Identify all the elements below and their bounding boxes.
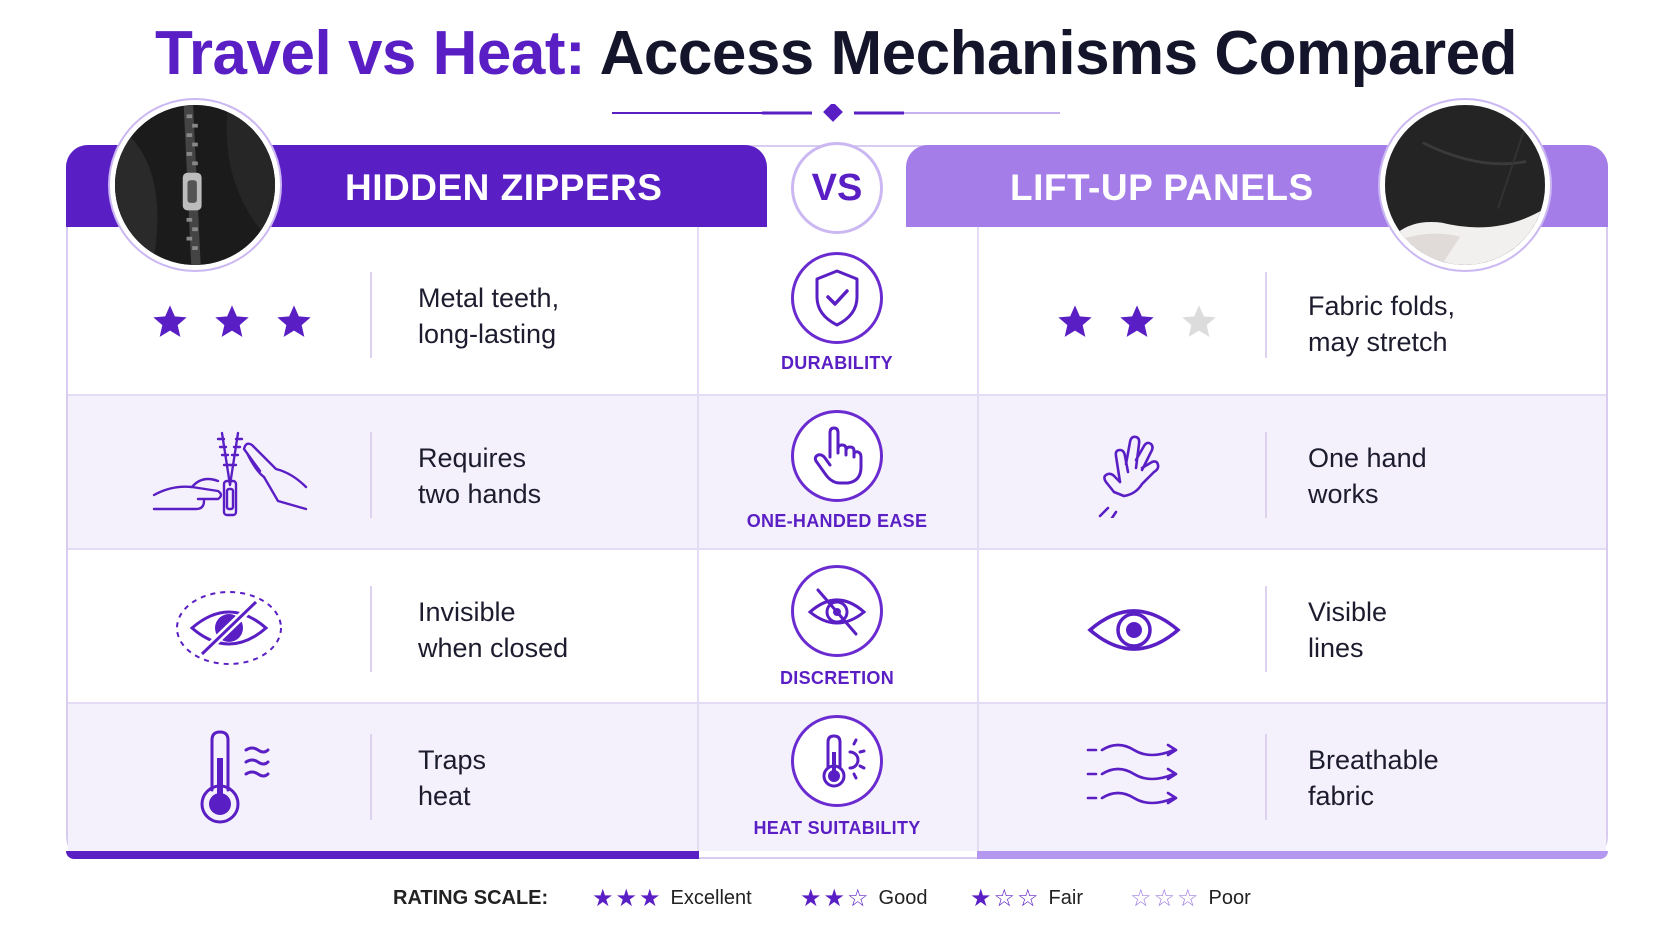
title-divider — [612, 104, 1060, 122]
cell-separator — [370, 432, 372, 518]
criterion-discretion-label: DISCRETION — [779, 668, 894, 688]
cell-separator — [1265, 586, 1267, 672]
right-one-handed-text: One hand works — [1308, 443, 1427, 509]
thermometer-sun-icon — [822, 734, 866, 788]
legend-stars: ★★☆ — [800, 885, 871, 912]
column-divider — [697, 227, 699, 851]
legend-text: Excellent — [670, 887, 752, 909]
eye-slash-icon — [807, 588, 867, 636]
criterion-one-handed-label: ONE-HANDED EASE — [746, 511, 928, 531]
left-durability-text: Metal teeth, long-lasting — [418, 283, 560, 349]
legend-text: Poor — [1208, 887, 1251, 909]
vs-label: VS — [811, 166, 863, 209]
right-accent-bar — [977, 851, 1608, 859]
criterion-heat-badge — [791, 715, 883, 807]
criterion-durability-badge — [791, 252, 883, 344]
zipper-photo — [110, 100, 280, 270]
pointing-hand-icon — [813, 426, 863, 485]
panel-photo — [1380, 100, 1550, 270]
right-durability-rating — [1055, 302, 1219, 342]
row-divider — [68, 548, 1606, 550]
airflow-icon — [1084, 740, 1184, 810]
legend-item-excellent: ★★★ Excellent — [592, 884, 752, 913]
row-divider — [68, 394, 1606, 396]
thermometer-heat-icon — [198, 730, 272, 826]
eye-icon — [1086, 598, 1182, 662]
one-hand-icon — [1092, 428, 1168, 518]
cell-separator — [1265, 272, 1267, 358]
criterion-heat-label: HEAT SUITABILITY — [753, 818, 921, 838]
cell-separator — [370, 734, 372, 820]
left-one-handed-text: Requires two hands — [418, 443, 542, 509]
cell-separator — [370, 272, 372, 358]
criterion-one-handed-badge — [791, 410, 883, 502]
page-title: Travel vs Heat: Access Mechanisms Compar… — [0, 18, 1672, 89]
legend-item-good: ★★☆ Good — [800, 884, 927, 913]
criterion-discretion-badge — [791, 565, 883, 657]
legend-stars: ☆☆☆ — [1130, 885, 1201, 912]
left-accent-bar — [66, 851, 699, 859]
legend-text: Good — [878, 887, 928, 909]
legend-item-fair: ★☆☆ Fair — [970, 884, 1083, 913]
title-accent: Travel vs Heat: — [154, 19, 586, 88]
star-empty-icon — [1182, 305, 1216, 337]
legend-stars: ★★★ — [592, 885, 663, 912]
star-filled-icon — [1120, 305, 1154, 337]
vs-badge: VS — [791, 142, 883, 234]
right-heat-text: Breathable fabric — [1308, 745, 1439, 811]
star-filled-icon — [215, 305, 249, 337]
rating-legend: RATING SCALE: ★★★ Excellent ★★☆ Good ★☆☆… — [0, 884, 1672, 914]
star-filled-icon — [1058, 305, 1092, 337]
right-durability-text: Fabric folds, may stretch — [1308, 291, 1456, 357]
column-divider — [977, 227, 979, 851]
legend-stars: ★☆☆ — [970, 885, 1041, 912]
legend-item-poor: ☆☆☆ Poor — [1130, 884, 1251, 913]
star-filled-icon — [153, 305, 187, 337]
legend-label: RATING SCALE: — [393, 887, 549, 909]
shield-check-icon — [815, 269, 859, 327]
cell-separator — [1265, 734, 1267, 820]
row-divider — [68, 702, 1606, 704]
hidden-eye-icon — [174, 588, 284, 668]
right-column-title: LIFT-UP PANELS — [1010, 167, 1314, 208]
legend-text: Fair — [1048, 887, 1083, 909]
cell-separator — [370, 586, 372, 672]
left-column-title: HIDDEN ZIPPERS — [345, 167, 663, 208]
right-discretion-text: Visible lines — [1308, 597, 1388, 663]
left-discretion-text: Invisible when closed — [418, 597, 569, 663]
two-hands-zipper-icon — [152, 425, 308, 521]
star-filled-icon — [277, 305, 311, 337]
cell-separator — [1265, 432, 1267, 518]
left-heat-text: Traps heat — [418, 745, 487, 811]
left-durability-rating — [150, 302, 314, 342]
criterion-durability-label: DURABILITY — [781, 353, 893, 373]
title-rest: Access Mechanisms Compared — [599, 19, 1518, 88]
